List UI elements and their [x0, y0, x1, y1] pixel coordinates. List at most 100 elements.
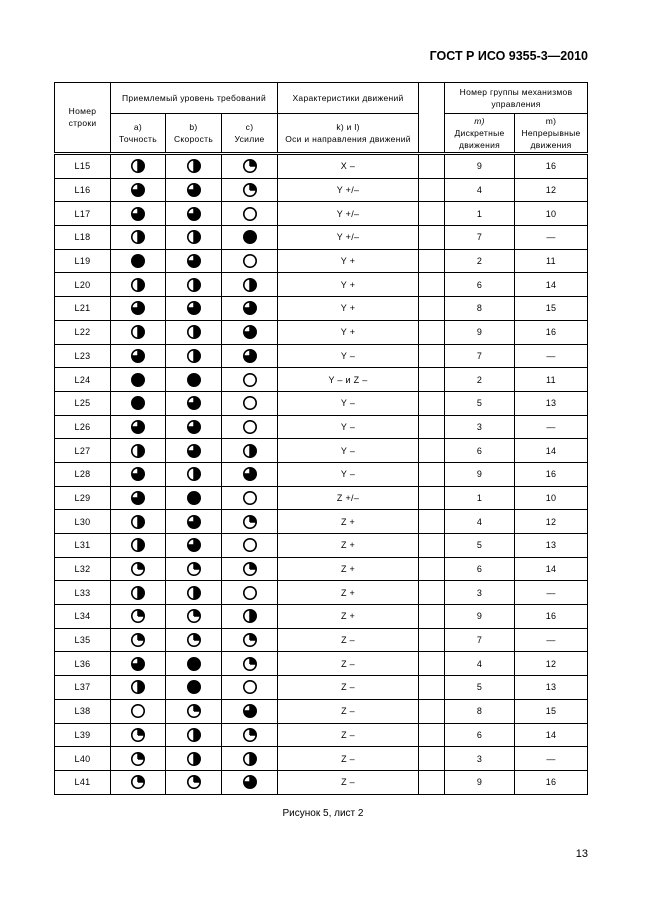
- table-row: L24 Y – и Z – 2 11: [54, 367, 589, 392]
- table-row: L16 Y +/– 4 12: [54, 177, 589, 203]
- speed-level-icon: [165, 319, 222, 345]
- force-level-icon: [220, 627, 279, 653]
- speed-level-icon: [165, 627, 222, 653]
- table-row: L32 Z + 6 14: [54, 556, 589, 582]
- discrete-group: 9: [444, 769, 516, 795]
- table-row: L29 Z +/– 1 10: [54, 485, 589, 511]
- force-level-icon: [220, 248, 279, 274]
- axes-direction: Z –: [277, 627, 420, 653]
- accuracy-level-icon: [110, 225, 166, 250]
- speed-level-icon: [165, 272, 222, 298]
- empty-cell: [418, 461, 446, 487]
- discrete-group: 6: [444, 438, 516, 463]
- force-level-icon: [220, 367, 279, 392]
- axes-direction: Y +: [277, 296, 420, 321]
- force-level-icon: [220, 722, 279, 748]
- force-level-icon: [220, 438, 279, 463]
- axes-direction: Z +: [277, 580, 420, 606]
- row-id: L29: [54, 485, 111, 511]
- empty-cell: [418, 414, 446, 440]
- row-id: L37: [54, 675, 111, 700]
- force-level-icon: [220, 153, 279, 179]
- force-level-icon: [220, 485, 279, 511]
- discrete-group: 2: [444, 248, 516, 274]
- continuous-group: —: [514, 627, 589, 653]
- row-id: L30: [54, 509, 111, 534]
- speed-level-icon: [165, 580, 222, 606]
- row-id: L17: [54, 201, 111, 227]
- table-row: L39 Z – 6 14: [54, 722, 589, 748]
- continuous-group: 16: [514, 769, 589, 795]
- axes-direction: Z –: [277, 651, 420, 677]
- empty-cell: [418, 698, 446, 724]
- row-id: L24: [54, 367, 111, 392]
- accuracy-level-icon: [110, 367, 166, 392]
- continuous-group: —: [514, 225, 589, 250]
- force-level-icon: [220, 296, 279, 321]
- speed-level-icon: [165, 556, 222, 582]
- row-id: L28: [54, 461, 111, 487]
- force-level-icon: [220, 675, 279, 700]
- force-level-icon: [220, 390, 279, 416]
- table-row: L21 Y + 8 15: [54, 296, 589, 321]
- discrete-group: 9: [444, 461, 516, 487]
- header-requirements: Приемлемый уровень требований: [109, 82, 279, 114]
- speed-level-icon: [165, 343, 222, 369]
- table-row: L19 Y + 2 11: [54, 248, 589, 274]
- figure-caption: Рисунок 5, лист 2: [282, 808, 364, 819]
- discrete-group: 4: [444, 177, 516, 203]
- speed-level-icon: [165, 225, 222, 250]
- accuracy-level-icon: [110, 319, 166, 345]
- row-id: L18: [54, 225, 111, 250]
- discrete-group: 4: [444, 651, 516, 677]
- row-id: L16: [54, 177, 111, 203]
- continuous-group: 13: [514, 675, 589, 700]
- axes-direction: Z +: [277, 509, 420, 534]
- header-row-number: Номер строки: [54, 82, 111, 155]
- discrete-group: 5: [444, 675, 516, 700]
- continuous-group: 16: [514, 604, 589, 629]
- accuracy-level-icon: [110, 698, 166, 724]
- discrete-group: 8: [444, 296, 516, 321]
- empty-cell: [418, 319, 446, 345]
- axes-direction: Z –: [277, 769, 420, 795]
- speed-level-icon: [165, 461, 222, 487]
- accuracy-level-icon: [110, 272, 166, 298]
- table-row: L34 Z + 9 16: [54, 604, 589, 629]
- discrete-group: 5: [444, 533, 516, 558]
- empty-cell: [418, 627, 446, 653]
- discrete-group: 3: [444, 746, 516, 771]
- speed-level-icon: [165, 485, 222, 511]
- accuracy-level-icon: [110, 438, 166, 463]
- accuracy-level-icon: [110, 201, 166, 227]
- force-level-icon: [220, 580, 279, 606]
- empty-cell: [418, 225, 446, 250]
- empty-cell: [418, 343, 446, 369]
- force-level-icon: [220, 461, 279, 487]
- continuous-group: 15: [514, 698, 589, 724]
- discrete-group: 8: [444, 698, 516, 724]
- continuous-group: 12: [514, 177, 589, 203]
- speed-level-icon: [165, 769, 222, 795]
- empty-cell: [418, 722, 446, 748]
- force-level-icon: [220, 604, 279, 629]
- accuracy-level-icon: [110, 533, 166, 558]
- accuracy-level-icon: [110, 509, 166, 534]
- empty-cell: [418, 177, 446, 203]
- speed-level-icon: [165, 675, 222, 700]
- row-id: L19: [54, 248, 111, 274]
- table-row: L25 Y – 5 13: [54, 390, 589, 416]
- force-level-icon: [220, 272, 279, 298]
- continuous-group: —: [514, 343, 589, 369]
- table-row: L18 Y +/– 7 —: [54, 225, 589, 250]
- accuracy-level-icon: [110, 461, 166, 487]
- discrete-group: 5: [444, 390, 516, 416]
- empty-cell: [418, 746, 446, 771]
- header-accuracy: a) Точность: [110, 113, 166, 155]
- table-row: L33 Z + 3 —: [54, 580, 589, 606]
- continuous-group: 15: [514, 296, 589, 321]
- discrete-group: 1: [444, 201, 516, 227]
- table-row: L35 Z – 7 —: [54, 627, 589, 653]
- discrete-group: 7: [444, 343, 516, 369]
- empty-cell: [418, 769, 446, 795]
